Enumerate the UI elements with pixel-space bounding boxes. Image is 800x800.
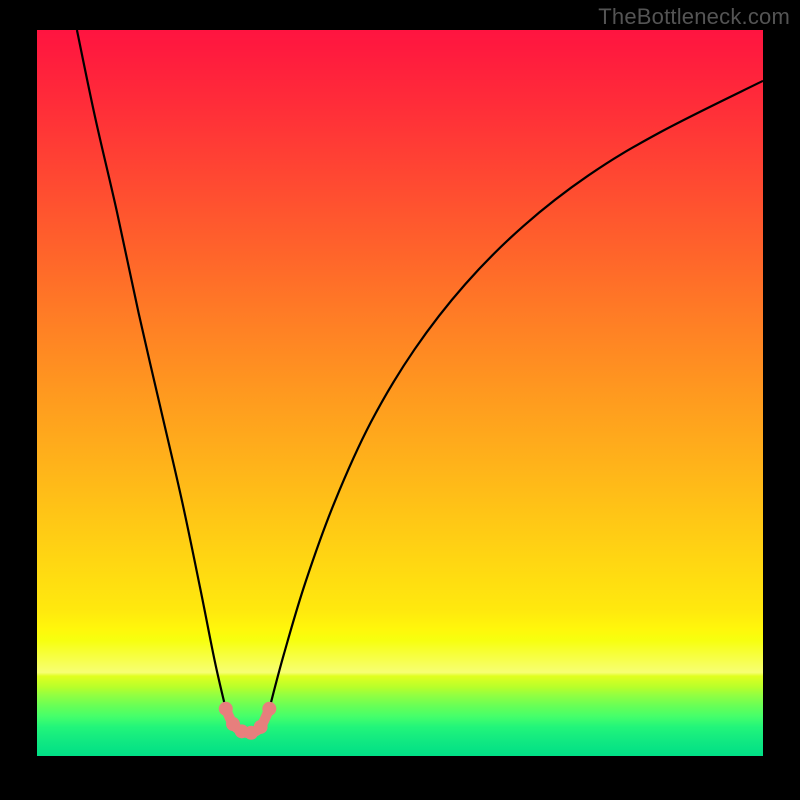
curve-right-branch bbox=[269, 81, 763, 709]
watermark-text: TheBottleneck.com bbox=[598, 4, 790, 30]
bottom-marker-dot bbox=[262, 702, 276, 716]
bottom-marker-dot bbox=[219, 702, 233, 716]
bottom-marker-dot bbox=[235, 724, 249, 738]
chart-svg bbox=[0, 0, 800, 800]
plot-background bbox=[37, 30, 763, 756]
bottom-marker-dot bbox=[244, 726, 258, 740]
bottom-marker-dot bbox=[226, 717, 240, 731]
curve-bottom-markers bbox=[219, 702, 277, 740]
chart-container: { "watermark": { "text": "TheBottleneck.… bbox=[0, 0, 800, 800]
bottom-marker-dot bbox=[254, 720, 268, 734]
curve-bottom-connector bbox=[226, 709, 270, 733]
curve-left-branch bbox=[77, 30, 226, 709]
